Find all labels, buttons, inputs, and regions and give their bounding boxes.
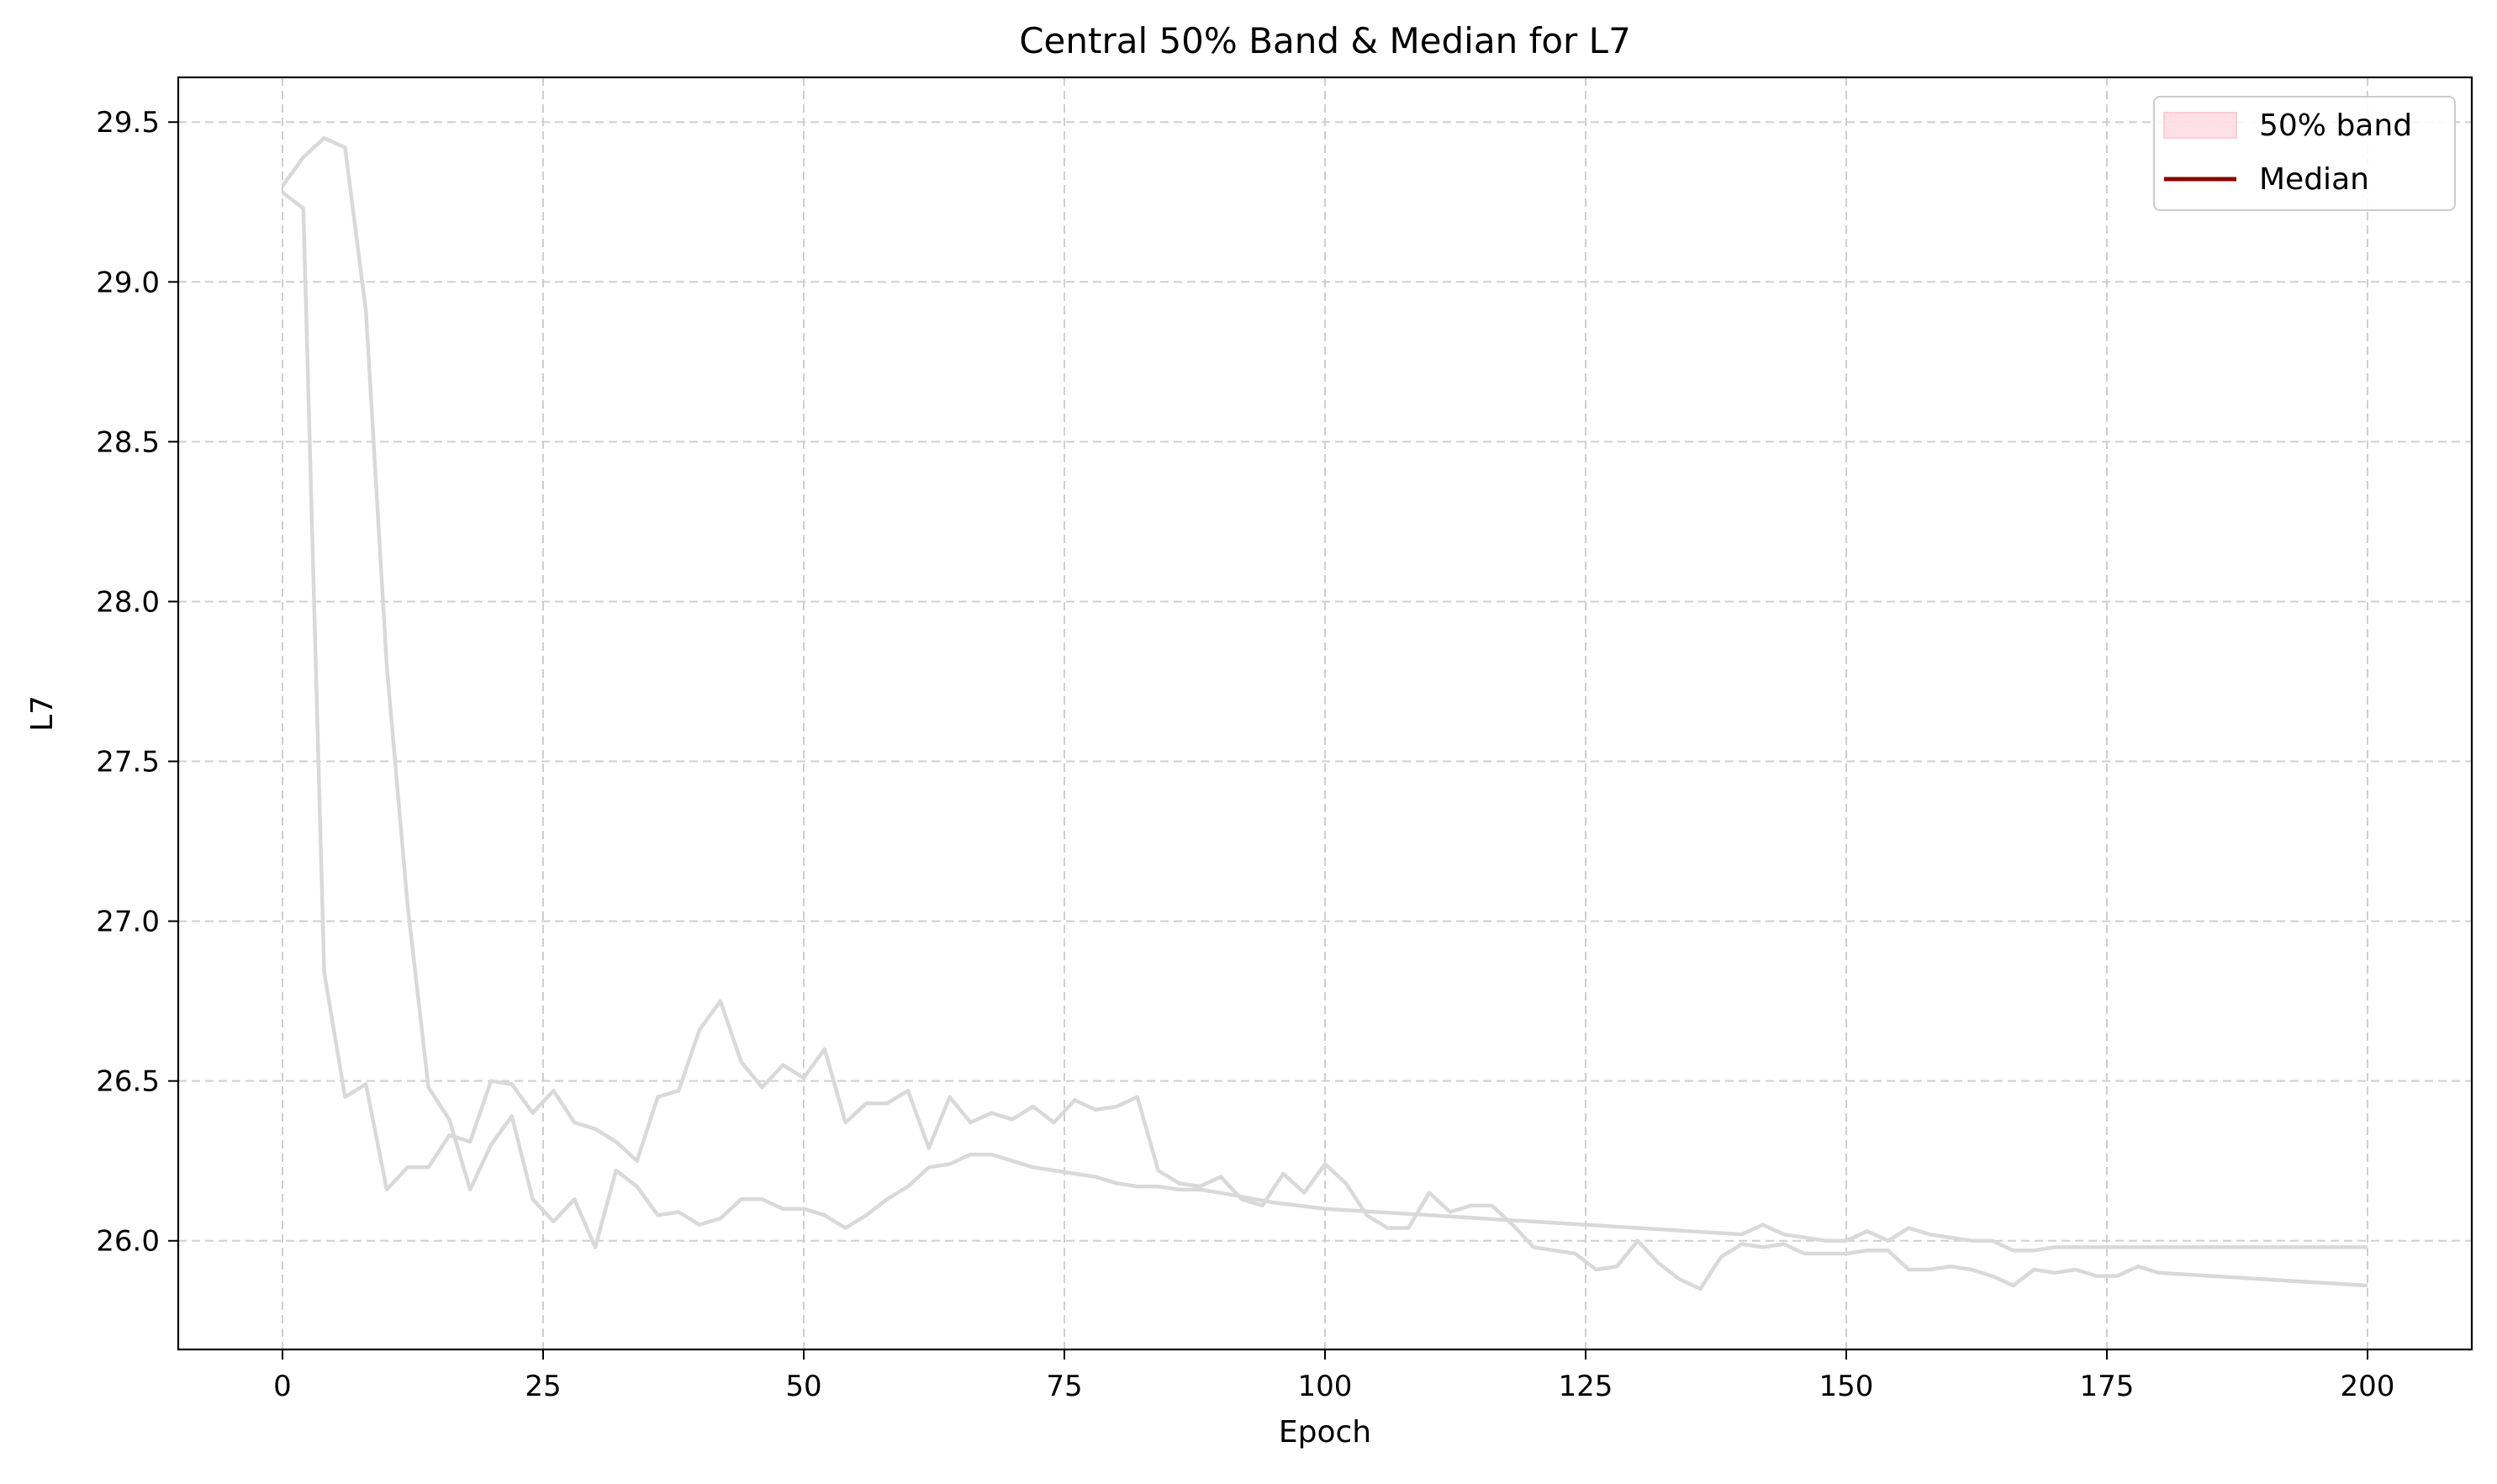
x-tick-label: 175: [2080, 1370, 2135, 1403]
x-tick-label: 200: [2341, 1370, 2395, 1403]
x-tick-label: 75: [1046, 1370, 1082, 1403]
series-layer: [281, 135, 2368, 1291]
series-line: [281, 191, 2368, 1291]
legend: 50% band Median: [2153, 96, 2456, 211]
y-tick-label: 28.5: [96, 425, 160, 459]
grid: [178, 77, 2472, 1349]
y-tick-label: 27.0: [96, 906, 160, 939]
y-tick-label: 29.5: [96, 106, 160, 140]
y-tick-label: 28.0: [96, 585, 160, 619]
legend-swatch-band: [2163, 112, 2237, 139]
y-axis: 26.0 26.5 27.0 27.5 28.0 28.5 29.0 29.5: [96, 106, 178, 1259]
x-tick-label: 150: [1819, 1370, 1874, 1403]
x-tick-label: 25: [525, 1370, 561, 1403]
chart-title: Central 50% Band & Median for L7: [1019, 20, 1631, 61]
y-tick-label: 26.0: [96, 1225, 160, 1259]
x-tick-label: 0: [273, 1370, 292, 1403]
legend-label: Median: [2259, 162, 2369, 197]
y-tick-label: 27.5: [96, 746, 160, 779]
y-axis-label: L7: [25, 695, 60, 731]
x-axis: 0 25 50 75 100 125 150 175 200: [273, 1349, 2394, 1403]
series-line: [281, 135, 2368, 1253]
y-tick-label: 29.0: [96, 266, 160, 299]
x-tick-label: 50: [785, 1370, 821, 1403]
x-tick-label: 100: [1298, 1370, 1353, 1403]
y-tick-label: 26.5: [96, 1065, 160, 1099]
x-axis-label: Epoch: [1279, 1415, 1371, 1450]
x-tick-label: 125: [1559, 1370, 1613, 1403]
legend-label: 50% band: [2259, 108, 2412, 143]
